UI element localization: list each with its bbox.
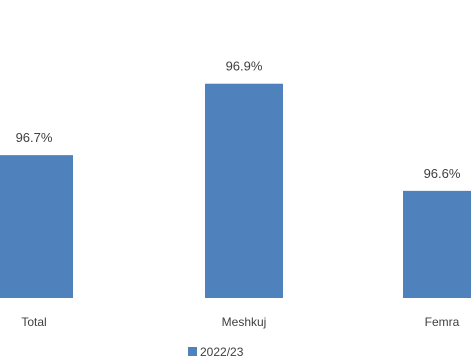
- category-axis: Total Meshkuj Femra: [21, 315, 459, 329]
- legend-swatch: [188, 347, 197, 356]
- category-label-meshkuj: Meshkuj: [222, 315, 267, 329]
- bar-total: [0, 155, 73, 298]
- category-label-femra: Femra: [425, 315, 460, 329]
- legend-label: 2022/23: [200, 345, 244, 359]
- bar-meshkuj: [205, 83, 283, 298]
- bar-femra: [403, 190, 471, 298]
- category-label-total: Total: [21, 315, 46, 329]
- data-label-total: 96.7%: [16, 130, 53, 145]
- plot-area: 96.7% 96.9% 96.6%: [0, 59, 471, 298]
- data-label-meshkuj: 96.9%: [226, 59, 263, 74]
- legend: 2022/23: [188, 345, 244, 359]
- data-label-femra: 96.6%: [424, 166, 461, 181]
